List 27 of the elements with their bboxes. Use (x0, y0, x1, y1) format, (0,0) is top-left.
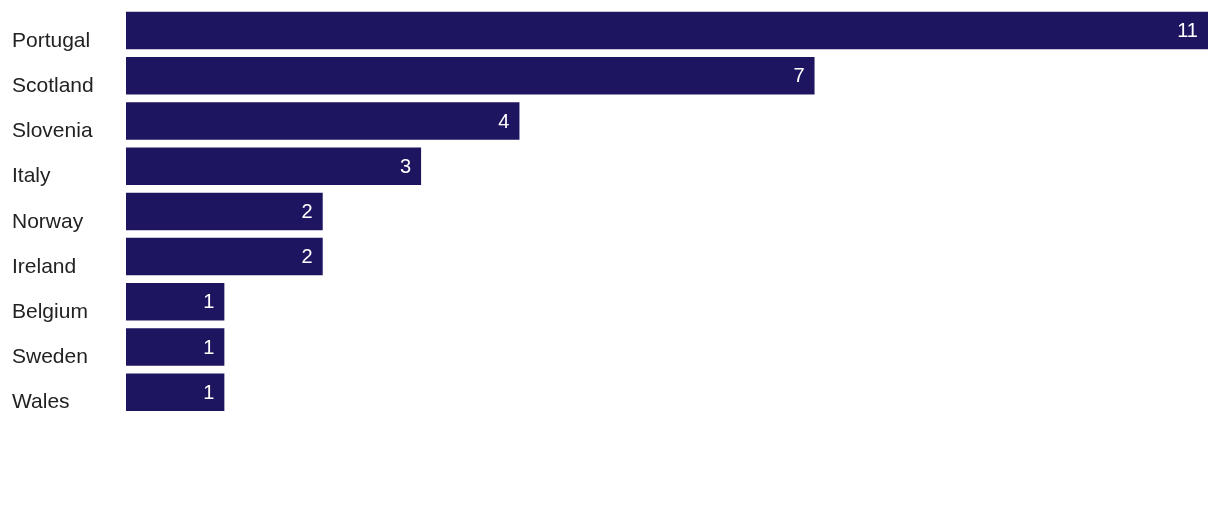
bar (126, 57, 815, 95)
data-label: 7 (793, 64, 805, 87)
data-label: 4 (498, 109, 510, 132)
bar (126, 192, 323, 231)
y-tick-label: Portugal (12, 27, 91, 51)
y-tick-label: Italy (12, 163, 52, 187)
data-label: 1 (203, 380, 215, 403)
bar (126, 147, 422, 185)
y-tick-label: Sweden (12, 344, 88, 368)
y-tick-label: Norway (12, 208, 84, 232)
bar (126, 11, 1208, 50)
bar (126, 283, 225, 321)
y-tick-label: Wales (12, 389, 70, 413)
bar (126, 102, 520, 140)
data-label: 3 (399, 154, 412, 177)
bar (126, 373, 225, 411)
y-tick-label: Ireland (12, 253, 77, 277)
y-tick-label: Belgium (12, 299, 88, 323)
y-tick-label: Slovenia (12, 118, 93, 142)
bar (126, 237, 323, 276)
data-label: 11 (1177, 19, 1198, 42)
data-label: 1 (203, 335, 215, 358)
data-label: 2 (301, 199, 313, 222)
bar (126, 328, 225, 366)
data-label: 1 (203, 290, 215, 313)
y-tick-label: Scotland (12, 73, 94, 97)
data-label: 2 (301, 245, 313, 268)
